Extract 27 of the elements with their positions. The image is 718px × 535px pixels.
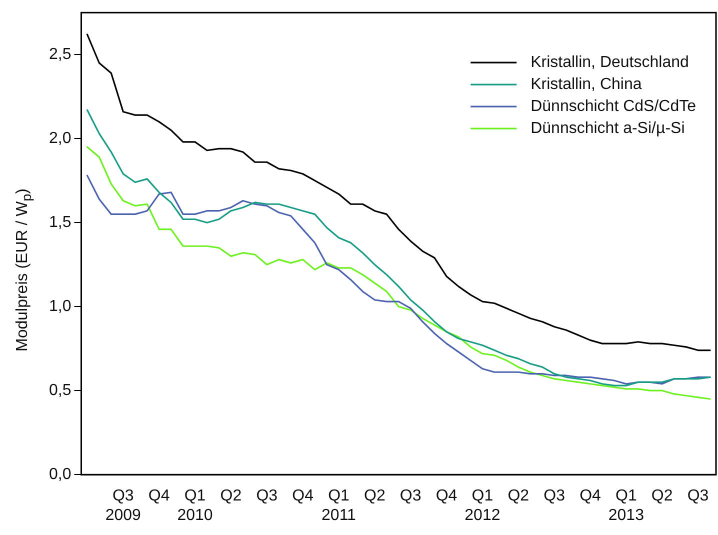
legend-label: Dünnschicht a-Si/µ-Si <box>530 120 685 138</box>
x-tick-label: Q2 <box>651 488 673 505</box>
x-tick-label: Q3 <box>687 488 709 505</box>
y-tick-label: 2,0 <box>48 130 72 148</box>
legend-label: Kristallin, Deutschland <box>530 54 689 72</box>
x-tick-label: Q2 <box>508 488 530 505</box>
x-tick-label: Q4 <box>580 488 602 505</box>
x-tick-label: Q1 2012 <box>464 488 500 524</box>
y-tick-label: 2,5 <box>48 46 72 64</box>
y-tick-label: 0,0 <box>48 466 72 484</box>
y-tick-label: 0,5 <box>48 382 72 400</box>
x-tick-label: Q3 <box>400 488 422 505</box>
x-tick-label: Q3 <box>256 488 278 505</box>
x-tick-label: Q4 <box>292 488 314 505</box>
x-tick-label: Q2 <box>220 488 242 505</box>
y-tick-label: 1,5 <box>48 214 72 232</box>
x-tick-label: Q4 <box>148 488 170 505</box>
legend-label: Dünnschicht CdS/CdTe <box>530 98 696 116</box>
x-tick-label: Q1 2011 <box>322 488 356 524</box>
x-tick-label: Q2 <box>364 488 386 505</box>
x-tick-label: Q4 <box>436 488 458 505</box>
x-tick-label: Q1 2013 <box>608 488 644 524</box>
x-tick-label: Q1 2010 <box>177 488 213 524</box>
y-tick-label: 1,0 <box>48 298 72 316</box>
legend-label: Kristallin, China <box>530 76 642 94</box>
x-tick-label: Q3 <box>544 488 566 505</box>
x-tick-label: Q3 2009 <box>105 488 142 524</box>
